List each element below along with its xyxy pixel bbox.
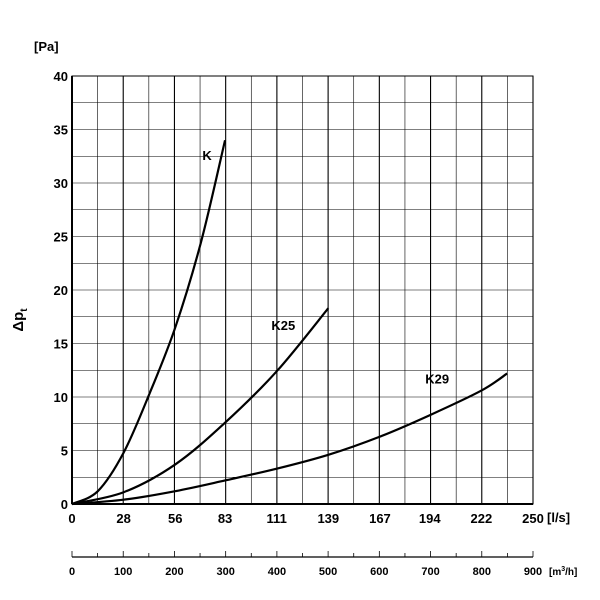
x-tick-label: 28: [116, 511, 130, 526]
x2-tick-label: 700: [421, 566, 439, 578]
series-label-k25: K25: [271, 318, 295, 333]
labels: [Pa] [l/s] [m3/h] Δpt: [10, 39, 577, 578]
x2-tick-label: 200: [165, 566, 183, 578]
y-unit-label: [Pa]: [34, 39, 59, 54]
x2-tick-label: 300: [216, 566, 234, 578]
y-tick-label: 30: [54, 176, 68, 191]
x-tick-label: 167: [369, 511, 391, 526]
x2-tick-label: 400: [268, 566, 286, 578]
y-tick-label: 15: [54, 337, 68, 352]
x2-tick-label: 900: [524, 566, 542, 578]
y-tick-label: 0: [61, 497, 68, 512]
y-tick-label: 25: [54, 230, 68, 245]
grid: [71, 75, 534, 505]
y-tick-label: 10: [54, 390, 68, 405]
y-axis-title: Δpt: [10, 308, 30, 332]
x-tick-label: 222: [471, 511, 493, 526]
series-line-k: [71, 139, 227, 506]
y-tick-label: 35: [54, 123, 68, 138]
x-tick-label: 56: [168, 511, 182, 526]
x-tick-label: 250: [522, 511, 544, 526]
y-tick-label: 20: [54, 283, 68, 298]
x2-tick-label: 500: [319, 566, 337, 578]
y-tick-label: 40: [54, 69, 68, 84]
series-label-k: K: [202, 148, 212, 163]
x2-unit-label: [m3/h]: [549, 566, 577, 578]
x-tick-label: 139: [317, 511, 339, 526]
x-tick-label: 83: [218, 511, 232, 526]
x2-tick-label: 800: [473, 566, 491, 578]
x2-tick-label: 0: [69, 566, 75, 578]
series-label-k29: K29: [425, 371, 449, 386]
x-tick-label: 111: [267, 511, 287, 526]
x-tick-label: 0: [68, 511, 75, 526]
x-tick-label: 194: [419, 511, 441, 526]
x-unit-label: [l/s]: [547, 510, 570, 525]
series-line-k25: [71, 307, 330, 506]
x2-tick-label: 100: [114, 566, 132, 578]
y-tick-label: 5: [61, 444, 68, 459]
series: K K25 K29: [71, 139, 508, 506]
x2-tick-label: 600: [370, 566, 388, 578]
series-line-k29: [71, 372, 508, 506]
